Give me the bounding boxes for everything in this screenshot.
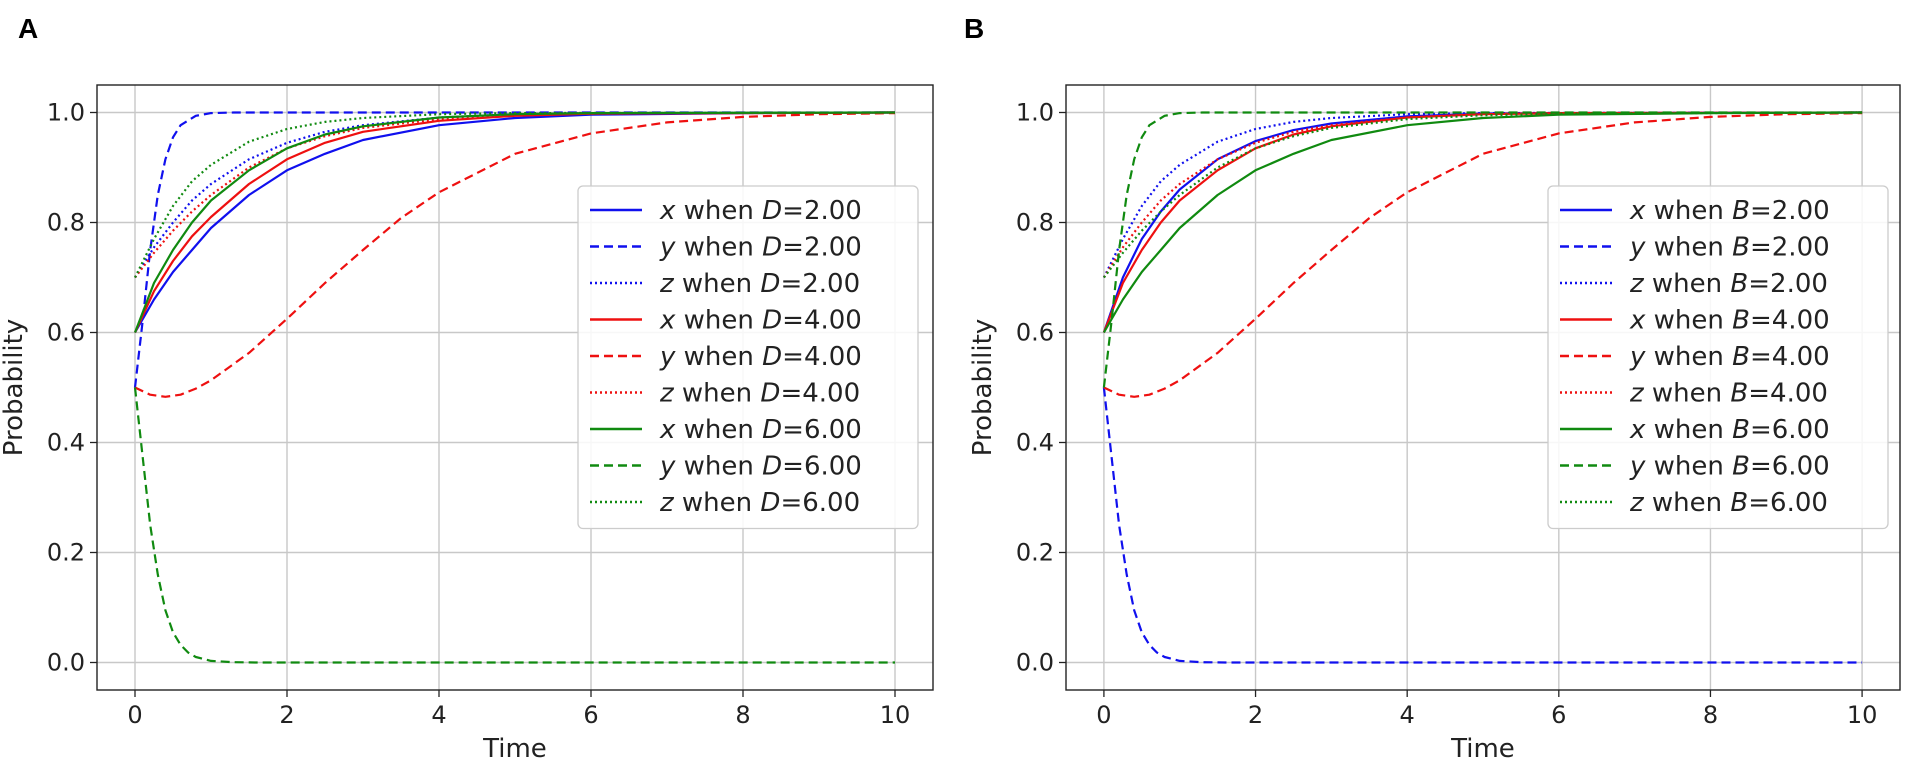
series-line-x-D-200: [134, 111, 896, 334]
panel-a: A 0 2 4 6 8 10 0.0 0.2 0.4 0.6 0.8 1.0 Time Probabilit…: [0, 13, 934, 764]
y-tick-label: 0.2: [47, 539, 85, 567]
legend-entry-label: x when D=4.00: [659, 306, 862, 336]
panel-b: B 0 2 4 6 8 10 0.0 0.2 0.4 0.6 0.8 1.0 Time Probabilit…: [964, 13, 1901, 764]
legend-entry-label: x when B=6.00: [1629, 415, 1830, 445]
series-line-y-D-200: [133, 111, 895, 388]
panel-label: B: [964, 13, 984, 44]
legend-entry-label: x when B=2.00: [1629, 196, 1830, 226]
y-axis-label: Probability: [0, 319, 29, 456]
x-tick-label: 10: [880, 701, 911, 729]
y-tick-label: 0.2: [1016, 539, 1054, 567]
x-tick-label: 0: [1096, 701, 1111, 729]
y-tick-label: 0.6: [1016, 319, 1054, 347]
legend-entry-label: y when D=2.00: [659, 233, 862, 263]
plot-frame: [1065, 84, 1901, 691]
x-tick-label: 0: [127, 701, 142, 729]
y-tick-label: 0.4: [47, 429, 85, 457]
series-line-y-D-600: [133, 387, 895, 664]
legend-entry-label: z when D=2.00: [659, 269, 860, 299]
x-tick-label: 4: [1400, 701, 1415, 729]
series-line-z-D-200: [134, 111, 896, 279]
legend-entry-label: x when B=4.00: [1629, 306, 1830, 336]
legend-entry-label: x when D=2.00: [659, 196, 862, 226]
legend-entry-label: z when B=4.00: [1629, 379, 1828, 409]
x-axis-label: Time: [1450, 734, 1515, 764]
legend-entry-label: z when B=6.00: [1629, 488, 1828, 518]
x-tick-label: 2: [279, 701, 294, 729]
series-line-y-B-600: [1102, 111, 1863, 388]
x-tick-label: 6: [1551, 701, 1566, 729]
series-line-z-B-400: [1102, 111, 1863, 279]
legend-box: [577, 185, 919, 530]
y-tick-label: 1.0: [47, 99, 85, 127]
y-axis-label: Probability: [968, 319, 998, 456]
series-line-x-D-400: [134, 111, 896, 333]
series-line-z-B-200: [1102, 111, 1863, 278]
y-tick-label: 0.6: [47, 319, 85, 347]
legend-box: [1547, 185, 1889, 530]
series-line-y-B-200: [1102, 387, 1863, 664]
y-tick-label: 0.4: [1016, 429, 1054, 457]
legend-entry-label: y when B=2.00: [1629, 233, 1830, 263]
legend-entry-label: z when D=4.00: [659, 379, 860, 409]
legend-entry-label: y when B=4.00: [1629, 342, 1830, 372]
legend-entry-label: y when D=4.00: [659, 342, 862, 372]
y-tick-label: 0.8: [47, 209, 85, 237]
legend-entry-label: y when B=6.00: [1629, 452, 1830, 482]
x-axis-label: Time: [482, 734, 547, 764]
panel-label: A: [18, 13, 38, 44]
x-tick-label: 2: [1248, 701, 1263, 729]
series-line-z-B-600: [1103, 111, 1863, 279]
series-line-y-D-400: [134, 112, 896, 398]
legend-entry-label: x when D=6.00: [659, 415, 862, 445]
x-tick-label: 4: [431, 701, 446, 729]
plot-frame: [96, 84, 934, 691]
legend-entry-label: z when D=6.00: [659, 488, 860, 518]
legend-entry-label: z when B=2.00: [1629, 269, 1828, 299]
series-line-x-B-600: [1102, 111, 1863, 334]
series-line-z-D-600: [134, 111, 896, 278]
legend-entry-label: y when D=6.00: [659, 452, 862, 482]
y-tick-label: 0.8: [1016, 209, 1054, 237]
x-tick-label: 6: [583, 701, 598, 729]
series-line-y-B-400: [1103, 112, 1863, 398]
x-tick-label: 8: [735, 701, 750, 729]
x-tick-label: 10: [1847, 701, 1878, 729]
y-tick-label: 1.0: [1016, 99, 1054, 127]
y-tick-label: 0.0: [1016, 649, 1054, 677]
y-tick-label: 0.0: [47, 649, 85, 677]
x-tick-label: 8: [1703, 701, 1718, 729]
